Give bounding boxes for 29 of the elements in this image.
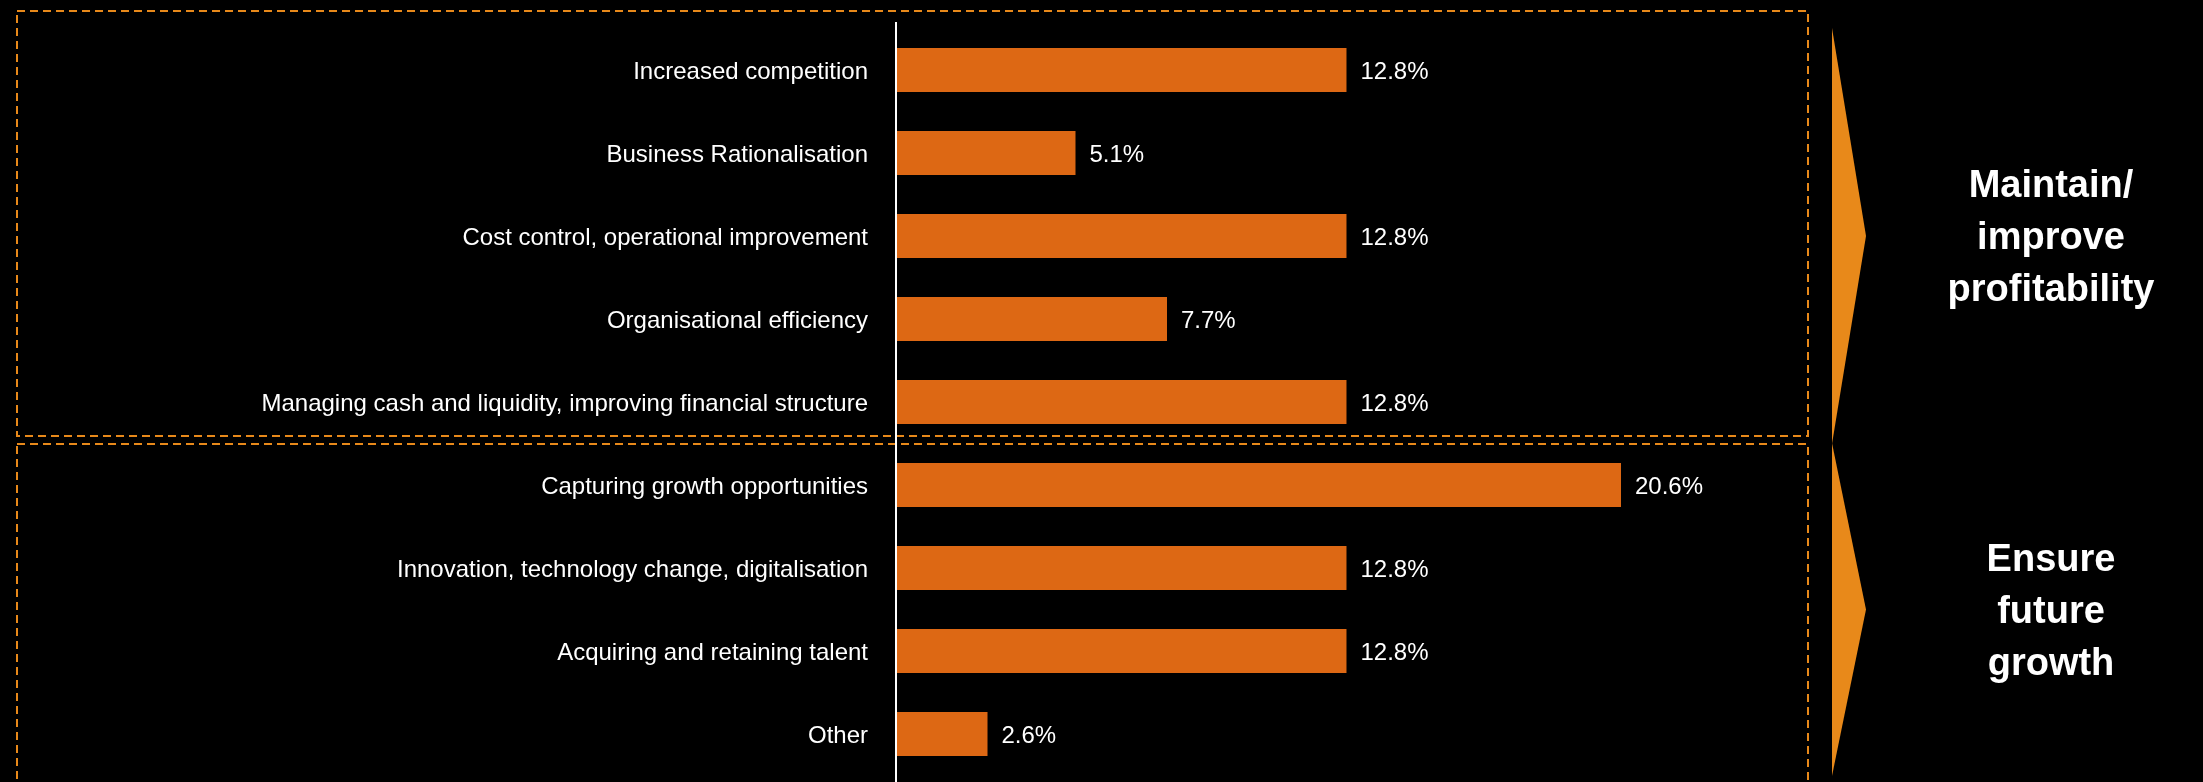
y-tick-label: Other [807, 720, 868, 748]
bar [896, 712, 988, 756]
data-label: 12.8% [1360, 388, 1429, 416]
data-label: 12.8% [1360, 637, 1429, 665]
data-label: 2.6% [1001, 720, 1057, 748]
y-tick-label: Innovation, technology change, digitalisation [397, 554, 868, 582]
y-tick-label: Acquiring and retaining talent [557, 637, 869, 665]
y-tick-label: Cost control, operational improvement [462, 222, 869, 250]
bar [896, 48, 1347, 92]
data-label: 12.8% [1360, 56, 1429, 84]
bar [896, 131, 1076, 175]
text: Maintain/ improve profitability [1947, 163, 2155, 310]
data-label: 20.6% [1635, 471, 1704, 499]
bar [896, 629, 1347, 673]
data-label: 5.1% [1089, 139, 1145, 167]
data-label: 12.8% [1360, 554, 1429, 582]
bar [896, 463, 1621, 507]
y-tick-label: Business Rationalisation [606, 139, 868, 167]
bar [896, 380, 1347, 424]
y-tick-label: Organisational efficiency [606, 305, 868, 333]
bar [896, 214, 1347, 258]
y-tick-label: Managing cash and liquidity, improving financial structure [261, 388, 868, 416]
data-label: 12.8% [1360, 222, 1429, 250]
bar [896, 546, 1347, 590]
y-tick-label: Capturing growth opportunities [541, 471, 868, 499]
data-label: 7.7% [1181, 305, 1236, 333]
bar [896, 297, 1167, 341]
y-tick-label: Increased competition [633, 56, 868, 84]
text: Ensure future growth [1986, 536, 2116, 683]
